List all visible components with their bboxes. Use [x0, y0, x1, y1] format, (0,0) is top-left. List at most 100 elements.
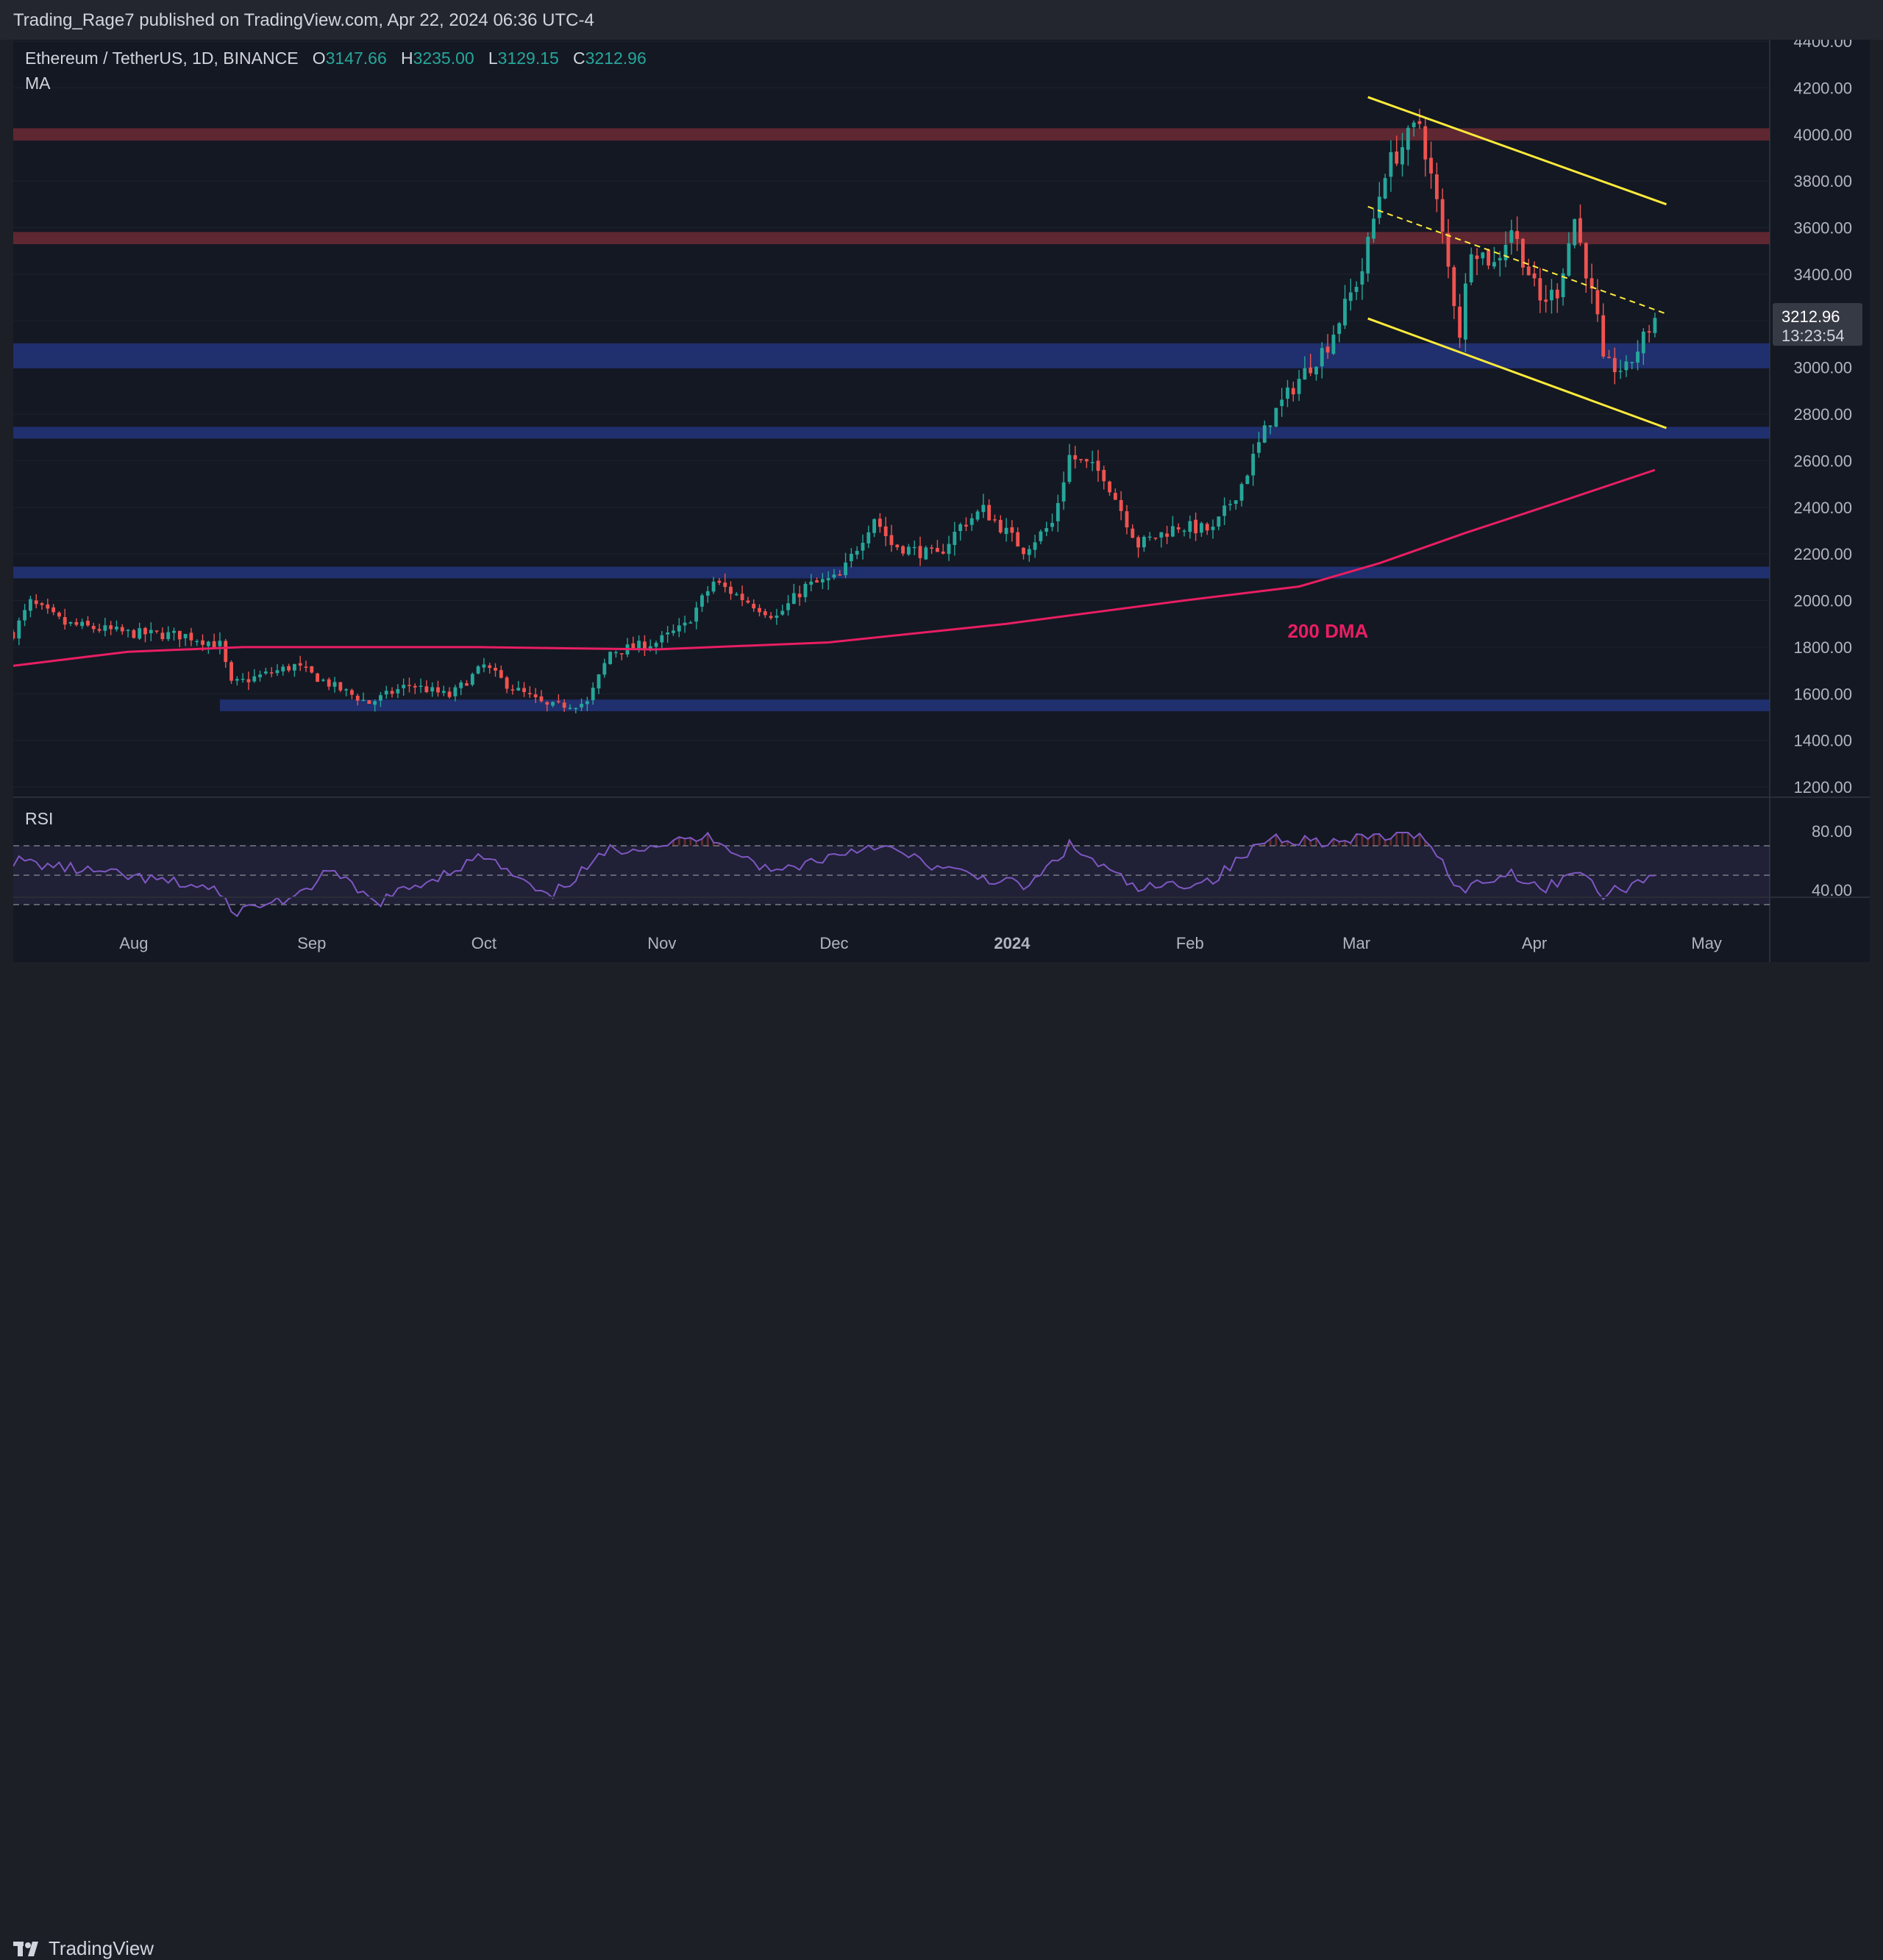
candle-body [969, 518, 974, 525]
tradingview-brand: TradingView [49, 1937, 154, 1959]
candle-body [1618, 371, 1623, 372]
publisher-text: Trading_Rage7 published on TradingView.c… [13, 10, 594, 30]
support-zone [13, 343, 1770, 368]
horizontal-zones [13, 128, 1770, 712]
y-tick-label: 1800.00 [1793, 638, 1852, 657]
candle-body [1022, 547, 1025, 555]
candle-body [1584, 243, 1588, 279]
candle-body [1309, 367, 1313, 374]
candle-body [23, 610, 27, 621]
candle-body [1452, 267, 1456, 307]
candle-body [1641, 331, 1645, 354]
candle-body [246, 679, 251, 683]
candle-body [1102, 469, 1106, 482]
time-axis[interactable]: Aug Sep Oct Nov Dec 2024 Feb Mar Apr May [13, 897, 1870, 952]
candle-body [1325, 346, 1330, 353]
candle-body [28, 599, 32, 611]
candle-body [1400, 147, 1404, 165]
candle-body [672, 630, 675, 633]
y-tick-label: 3400.00 [1793, 266, 1852, 284]
open-value: 3147.66 [325, 49, 387, 68]
price-axis[interactable]: 4400.00 4200.00 4000.00 3800.00 3600.00 3400.… [1793, 32, 1852, 797]
candle-body [1532, 273, 1537, 279]
candle-body [1016, 532, 1020, 547]
candle-body [1096, 460, 1100, 471]
candle-body [149, 630, 153, 634]
candle-body [838, 574, 842, 576]
candle-body [1526, 266, 1531, 276]
resistance-zone [13, 232, 1770, 245]
candle-body [947, 544, 951, 555]
candle-body [258, 674, 262, 677]
price-chart[interactable]: 4400.00 4200.00 4000.00 3800.00 3600.00 3400.… [11, 32, 1870, 962]
candle-body [1538, 278, 1542, 301]
indicator-ma-label[interactable]: MA [25, 74, 51, 93]
candle-body [815, 580, 819, 582]
candle-body [80, 621, 85, 627]
candle-body [1297, 379, 1301, 394]
candle-body [1165, 533, 1170, 537]
candle-body [40, 603, 44, 605]
close-value: 3212.96 [585, 49, 647, 68]
price-tag-value: 3212.96 [1781, 307, 1840, 326]
candle-body [482, 664, 486, 668]
support-zone [13, 566, 1770, 579]
candle-body [775, 616, 779, 618]
tradingview-logo[interactable]: TradingView [13, 1937, 154, 1960]
candle-body [1268, 425, 1272, 427]
candle-body [447, 691, 452, 697]
candle-body [120, 627, 124, 632]
candle-body [160, 632, 165, 639]
candle-body [1469, 254, 1473, 282]
candle-body [740, 594, 744, 600]
candle-body [797, 594, 802, 598]
candle-body [1417, 121, 1422, 124]
candle-body [298, 663, 302, 666]
candle-body [470, 674, 474, 685]
y-tick-label: 1200.00 [1793, 778, 1852, 797]
y-tick-label: 3600.00 [1793, 219, 1852, 238]
candle-body [355, 695, 360, 701]
rsi-panel: 80.00 40.00 [13, 822, 1852, 918]
candle-body [1136, 537, 1140, 548]
candle-body [310, 666, 314, 673]
rsi-tick-label: 80.00 [1812, 822, 1852, 841]
high-label: H [400, 49, 413, 68]
candle-body [953, 532, 957, 545]
candle-body [574, 708, 578, 710]
candle-body [918, 546, 922, 558]
candle-body [608, 652, 613, 664]
candle-body [402, 685, 406, 688]
candle-body [367, 700, 371, 704]
close-label: C [572, 49, 585, 68]
candle-body [1578, 218, 1582, 243]
candle-body [562, 702, 566, 708]
candle-body [1423, 126, 1428, 160]
candles [11, 109, 1657, 713]
candle-body [981, 505, 986, 513]
candle-body [1188, 521, 1192, 532]
candle-body [1274, 407, 1278, 427]
candle-body [648, 646, 652, 649]
candle-body [1573, 219, 1577, 246]
candle-body [1446, 233, 1450, 267]
candle-body [1590, 278, 1594, 289]
indicator-rsi-label[interactable]: RSI [25, 809, 54, 828]
candle-body [57, 612, 61, 617]
candle-body [654, 643, 658, 647]
channel-lower-line [1367, 317, 1667, 430]
publish-header: Trading_Rage7 published on TradingView.c… [0, 0, 1883, 40]
chart-pane[interactable]: 4400.00 4200.00 4000.00 3800.00 3600.00 3400.… [11, 32, 1870, 962]
candle-body [591, 688, 595, 701]
candle-body [734, 594, 738, 596]
candle-body [533, 694, 538, 698]
candle-body [1389, 152, 1393, 177]
x-tick-label: Sep [297, 934, 326, 952]
candle-body [1159, 532, 1164, 538]
candle-body [705, 591, 710, 596]
candle-body [763, 611, 767, 616]
candle-body [752, 603, 756, 609]
candle-body [1354, 286, 1359, 292]
candle-body [1550, 290, 1553, 301]
candle-body [1561, 273, 1565, 298]
